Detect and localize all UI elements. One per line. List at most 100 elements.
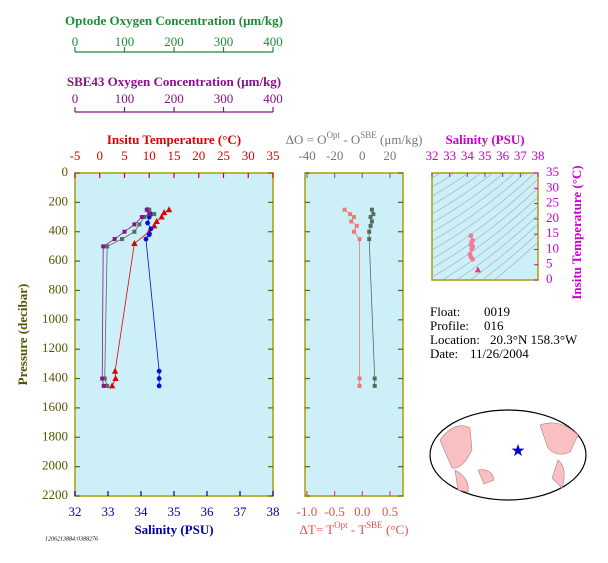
point bbox=[102, 376, 107, 381]
point bbox=[132, 229, 137, 234]
x-tick-label: 0 bbox=[72, 91, 79, 106]
point bbox=[152, 212, 157, 217]
x-tick-label: 35 bbox=[267, 148, 280, 163]
x-tick-label: 38 bbox=[267, 504, 280, 519]
axis-title: Optode Oxygen Concentration (μm/kg) bbox=[65, 13, 283, 28]
point bbox=[357, 237, 362, 242]
axis-title: ΔT= TOpt - TSBE (°C) bbox=[300, 520, 409, 537]
x-tick-label: 10 bbox=[143, 148, 156, 163]
point bbox=[372, 376, 377, 381]
point bbox=[153, 217, 160, 224]
contour bbox=[432, 173, 469, 197]
axis-title-part: ΔT= T bbox=[300, 522, 335, 537]
contour bbox=[432, 173, 482, 206]
x-tick-label: 100 bbox=[115, 91, 135, 106]
land bbox=[477, 469, 495, 485]
info-label: Date: bbox=[430, 346, 458, 361]
x-tick-label: 20 bbox=[192, 148, 205, 163]
contour bbox=[493, 241, 538, 280]
point bbox=[105, 244, 110, 249]
x-tick-label: 400 bbox=[263, 34, 283, 49]
x-tick-label: 0.5 bbox=[382, 504, 398, 519]
x-tick-label: 33 bbox=[102, 504, 115, 519]
x-tick-label: 34 bbox=[461, 148, 475, 163]
x-tick-label: 200 bbox=[164, 34, 184, 49]
axis-title-part: Opt bbox=[327, 130, 341, 140]
point bbox=[470, 256, 476, 262]
point bbox=[101, 383, 106, 388]
x-tick-label: 30 bbox=[242, 148, 255, 163]
contour bbox=[432, 173, 494, 215]
point bbox=[132, 222, 137, 227]
point bbox=[147, 212, 152, 217]
point bbox=[156, 383, 162, 389]
x-tick-label: 0 bbox=[72, 34, 79, 49]
contour bbox=[432, 173, 456, 188]
world-map bbox=[429, 409, 587, 501]
y-tick-label: 1600 bbox=[42, 399, 68, 414]
axis-title: Pressure (decibar) bbox=[15, 284, 30, 386]
point bbox=[349, 219, 354, 224]
x-tick-label: 32 bbox=[426, 148, 439, 163]
x-tick-label: -20 bbox=[326, 148, 343, 163]
point bbox=[101, 244, 106, 249]
x-tick-label: 33 bbox=[443, 148, 456, 163]
x-tick-label: 300 bbox=[214, 34, 234, 49]
point bbox=[368, 223, 373, 228]
y-tick-label: 2000 bbox=[42, 458, 68, 473]
contour bbox=[441, 205, 538, 280]
point bbox=[369, 219, 374, 224]
point bbox=[108, 382, 116, 389]
x-tick-label: -5 bbox=[70, 148, 81, 163]
point bbox=[367, 229, 372, 234]
x-tick-label: -0.5 bbox=[324, 504, 345, 519]
info-label: Location: bbox=[430, 332, 480, 347]
x-tick-label: 0 bbox=[359, 148, 366, 163]
contour bbox=[432, 173, 526, 242]
y-tick-label: 600 bbox=[49, 252, 69, 267]
point bbox=[156, 376, 162, 381]
axis-title-part: Opt bbox=[334, 520, 348, 530]
point bbox=[111, 367, 119, 374]
point bbox=[112, 237, 117, 242]
point bbox=[120, 237, 125, 242]
point bbox=[354, 223, 359, 228]
land bbox=[551, 459, 565, 489]
point bbox=[369, 207, 374, 212]
y-tick-label: 30 bbox=[546, 179, 559, 194]
x-tick-label: 200 bbox=[164, 91, 184, 106]
point bbox=[367, 237, 372, 242]
point bbox=[357, 376, 362, 381]
contour bbox=[432, 187, 538, 269]
point bbox=[371, 212, 376, 217]
point bbox=[352, 215, 356, 220]
x-tick-label: 400 bbox=[263, 91, 283, 106]
density-contours bbox=[432, 173, 538, 280]
y-tick-label: 5 bbox=[546, 256, 553, 271]
axis-title-part: - O bbox=[340, 132, 360, 147]
point bbox=[146, 232, 152, 238]
x-tick-label: -1.0 bbox=[297, 504, 318, 519]
point bbox=[142, 215, 147, 220]
y-tick-label: 1200 bbox=[42, 340, 68, 355]
point bbox=[342, 207, 347, 212]
info-value: 20.3°N 158.3°W bbox=[490, 332, 578, 347]
x-tick-label: 37 bbox=[234, 504, 248, 519]
contour bbox=[432, 173, 536, 251]
contour bbox=[432, 173, 505, 224]
y-tick-label: 800 bbox=[49, 281, 69, 296]
axis-title-part: (°C) bbox=[383, 522, 409, 537]
contour bbox=[432, 173, 516, 233]
info-value: 0019 bbox=[484, 304, 510, 319]
axis-title-part: (μm/kg) bbox=[377, 132, 423, 147]
x-tick-label: 100 bbox=[115, 34, 135, 49]
x-tick-label: 15 bbox=[168, 148, 181, 163]
point bbox=[165, 206, 173, 213]
x-tick-label: 300 bbox=[214, 91, 234, 106]
point bbox=[148, 226, 154, 232]
point bbox=[144, 207, 149, 212]
contour bbox=[456, 214, 538, 280]
x-tick-label: 32 bbox=[69, 504, 82, 519]
x-tick-label: 34 bbox=[135, 504, 149, 519]
